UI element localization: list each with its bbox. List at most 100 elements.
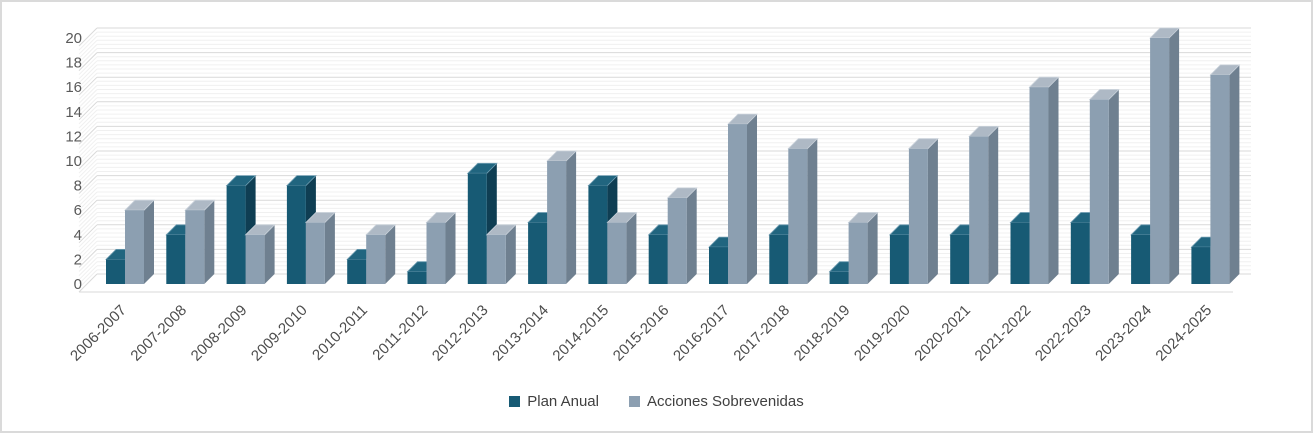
bar-acciones-sobrevenidas[interactable] (1029, 87, 1049, 284)
bar-plan-anual[interactable] (709, 247, 728, 284)
bar-side-acciones-sobrevenidas[interactable] (566, 151, 577, 284)
bar-acciones-sobrevenidas[interactable] (848, 222, 868, 285)
minor-gridline-wall-tick (78, 187, 98, 207)
bar-plan-anual[interactable] (1131, 234, 1151, 284)
bar-acciones-sobrevenidas[interactable] (908, 148, 928, 284)
bar-plan-anual[interactable] (829, 271, 849, 284)
bar-side-acciones-sobrevenidas[interactable] (1048, 77, 1059, 284)
y-axis-tick-label: 16 (65, 79, 82, 96)
minor-gridline-wall-tick (78, 60, 98, 80)
bar-plan-anual[interactable] (1191, 247, 1211, 284)
bar-acciones-sobrevenidas[interactable] (366, 234, 386, 284)
bar-plan-anual[interactable] (648, 234, 668, 284)
bar-plan-anual[interactable] (166, 234, 186, 284)
minor-gridline-wall-tick (78, 154, 98, 174)
y-axis-tick-label: 8 (74, 178, 82, 195)
bar-side-acciones-sobrevenidas[interactable] (807, 138, 818, 284)
minor-gridline-wall-tick (78, 195, 98, 215)
bar-side-acciones-sobrevenidas[interactable] (144, 200, 154, 284)
bar-plan-anual[interactable] (588, 185, 608, 284)
minor-gridline-wall-tick (78, 130, 98, 149)
x-axis-category-label: 2008-2009 (188, 302, 251, 365)
y-axis-tick-label: 2 (74, 251, 82, 268)
bar-side-acciones-sobrevenidas[interactable] (867, 212, 878, 285)
bar-acciones-sobrevenidas[interactable] (125, 210, 144, 284)
minor-gridline-wall-tick (78, 68, 98, 88)
bar-acciones-sobrevenidas[interactable] (305, 222, 325, 285)
minor-gridline-wall-tick (78, 97, 98, 117)
minor-gridline-wall-tick (78, 35, 98, 55)
minor-gridline-wall-tick (78, 134, 98, 153)
bar-side-acciones-sobrevenidas[interactable] (445, 212, 456, 285)
y-axis-tick-label: 10 (65, 153, 82, 170)
minor-gridline-wall-tick (78, 48, 98, 67)
bar-plan-anual[interactable] (407, 271, 427, 284)
bar-side-acciones-sobrevenidas[interactable] (264, 224, 275, 284)
bar-plan-anual[interactable] (467, 173, 487, 284)
bar-acciones-sobrevenidas[interactable] (969, 136, 989, 284)
bar-acciones-sobrevenidas[interactable] (185, 210, 205, 284)
minor-gridline-wall-tick (78, 269, 98, 289)
major-gridline-wall-tick (78, 76, 98, 96)
bar-acciones-sobrevenidas[interactable] (547, 161, 567, 284)
bar-plan-anual[interactable] (286, 185, 306, 284)
minor-gridline-wall-tick (78, 44, 98, 63)
bar-side-acciones-sobrevenidas[interactable] (686, 187, 697, 284)
minor-gridline-wall-tick (78, 158, 98, 178)
bar-plan-anual[interactable] (528, 222, 548, 285)
minor-gridline-wall-tick (78, 56, 98, 76)
bar-plan-anual[interactable] (769, 234, 789, 284)
bar-acciones-sobrevenidas[interactable] (728, 124, 747, 284)
bar-acciones-sobrevenidas[interactable] (245, 234, 265, 284)
x-axis-category-label: 2021-2022 (972, 302, 1035, 365)
bar-acciones-sobrevenidas[interactable] (607, 222, 627, 285)
legend-item-plan-anual[interactable]: Plan Anual (509, 393, 599, 410)
bar-side-acciones-sobrevenidas[interactable] (324, 212, 335, 285)
major-gridline-wall-tick (78, 52, 98, 71)
x-axis-category-label: 2015-2016 (610, 302, 673, 365)
minor-gridline-wall-tick (78, 109, 98, 129)
legend-item-acciones-sobrevenidas[interactable]: Acciones Sobrevenidas (628, 393, 804, 410)
y-axis-tick-label: 14 (65, 104, 82, 121)
bar-plan-anual[interactable] (226, 185, 246, 284)
bar-acciones-sobrevenidas[interactable] (1150, 38, 1170, 284)
bar-plan-anual[interactable] (889, 234, 909, 284)
bar-acciones-sobrevenidas[interactable] (667, 197, 687, 284)
minor-gridline-wall-tick (78, 220, 98, 240)
y-axis-tick-label: 0 (74, 276, 82, 293)
bar-side-acciones-sobrevenidas[interactable] (505, 224, 516, 284)
bar-plan-anual[interactable] (106, 259, 125, 284)
major-gridline-wall-tick (78, 27, 98, 47)
bar-side-acciones-sobrevenidas[interactable] (747, 114, 757, 284)
legend-label-acciones-sobrevenidas: Acciones Sobrevenidas (646, 393, 804, 410)
bar-side-acciones-sobrevenidas[interactable] (1169, 28, 1180, 284)
bar-acciones-sobrevenidas[interactable] (426, 222, 446, 285)
bar-acciones-sobrevenidas[interactable] (1089, 99, 1109, 285)
bar-acciones-sobrevenidas[interactable] (788, 148, 808, 284)
x-axis-category-label: 2017-2018 (730, 302, 793, 365)
x-axis-category-label: 2012-2013 (429, 302, 492, 365)
bar-acciones-sobrevenidas[interactable] (486, 234, 506, 284)
y-axis-tick-label: 20 (65, 30, 82, 47)
y-axis-tick-label: 18 (65, 55, 82, 72)
bar-side-acciones-sobrevenidas[interactable] (385, 224, 396, 284)
bar-side-acciones-sobrevenidas[interactable] (927, 138, 938, 284)
minor-gridline-wall-tick (78, 85, 98, 104)
bar-side-acciones-sobrevenidas[interactable] (1229, 64, 1240, 285)
bar-side-acciones-sobrevenidas[interactable] (204, 200, 215, 284)
bar-side-acciones-sobrevenidas[interactable] (1108, 89, 1119, 285)
bar-plan-anual[interactable] (1010, 222, 1030, 285)
minor-gridline-wall-tick (78, 171, 98, 190)
y-axis-tick-label: 6 (74, 202, 82, 219)
bar-acciones-sobrevenidas[interactable] (1210, 74, 1230, 285)
legend-swatch-acciones-sobrevenidas-icon (628, 396, 640, 407)
bar-plan-anual[interactable] (950, 234, 970, 284)
bar-plan-anual[interactable] (1070, 222, 1090, 285)
bar-side-acciones-sobrevenidas[interactable] (626, 212, 637, 285)
bar-side-acciones-sobrevenidas[interactable] (988, 126, 999, 285)
bar-plan-anual[interactable] (347, 259, 367, 284)
minor-gridline-wall-tick (78, 261, 98, 281)
x-axis-category-label: 2019-2020 (851, 302, 914, 365)
minor-gridline-wall-tick (78, 253, 98, 272)
